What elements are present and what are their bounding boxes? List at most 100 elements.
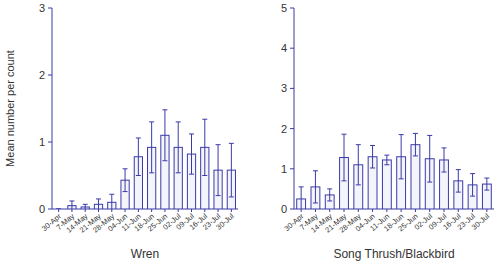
error-line <box>372 145 373 168</box>
error-cap <box>229 143 234 144</box>
x-tick <box>71 209 72 212</box>
error-line <box>472 174 473 197</box>
x-tick <box>401 209 402 212</box>
y-tick <box>48 142 52 143</box>
error-bar <box>342 134 347 181</box>
error-bar <box>136 138 141 176</box>
error-line <box>98 199 99 209</box>
y-tick <box>290 128 294 129</box>
error-cap <box>202 175 207 176</box>
x-tick <box>111 209 112 212</box>
error-bar <box>413 133 418 156</box>
error-cap <box>69 200 74 201</box>
y-tick <box>290 209 294 210</box>
error-cap <box>229 196 234 197</box>
error-cap <box>149 121 154 122</box>
panel: 012330-Apr7-May14-May21-May28-May04-Jun1… <box>4 2 238 261</box>
error-cap <box>149 172 154 173</box>
x-tick <box>429 209 430 212</box>
error-line <box>386 155 387 165</box>
x-tick <box>218 209 219 212</box>
x-tick <box>58 209 59 212</box>
x-axis <box>52 209 238 210</box>
error-cap <box>470 196 475 197</box>
error-line <box>85 204 86 209</box>
y-tick-label: 3 <box>281 82 287 94</box>
error-cap <box>313 202 318 203</box>
x-tick <box>85 209 86 212</box>
error-bar <box>56 209 61 210</box>
marks <box>297 133 492 209</box>
x-tick <box>315 209 316 212</box>
error-cap <box>370 145 375 146</box>
x-tick <box>372 209 373 212</box>
error-cap <box>442 172 447 173</box>
error-bar <box>370 145 375 168</box>
error-line <box>151 122 152 173</box>
error-bar <box>83 204 88 209</box>
error-cap <box>342 134 347 135</box>
bar <box>55 209 63 210</box>
x-tick <box>231 209 232 212</box>
y-tick-label: 1 <box>39 136 45 148</box>
y-tick <box>290 8 294 9</box>
error-cap <box>356 184 361 185</box>
y-axis-label: Mean number per count <box>4 50 16 167</box>
error-cap <box>109 194 114 195</box>
error-cap <box>399 134 404 135</box>
error-bar <box>356 145 361 185</box>
error-cap <box>399 178 404 179</box>
error-cap <box>484 178 489 179</box>
x-tick <box>386 209 387 212</box>
error-line <box>138 138 139 176</box>
error-line <box>125 169 126 192</box>
error-cap <box>342 180 347 181</box>
error-cap <box>216 195 221 196</box>
error-line <box>231 143 232 197</box>
x-tick <box>329 209 330 212</box>
x-tick <box>344 209 345 212</box>
error-cap <box>136 137 141 138</box>
y-tick-label: 3 <box>39 2 45 14</box>
figure: 012330-Apr7-May14-May21-May28-May04-Jun1… <box>0 0 500 264</box>
error-bar <box>470 174 475 197</box>
error-cap <box>56 209 61 210</box>
error-cap <box>427 135 432 136</box>
error-bar <box>176 122 181 173</box>
error-line <box>344 134 345 181</box>
error-cap <box>299 186 304 187</box>
error-line <box>329 189 330 201</box>
error-line <box>178 122 179 173</box>
y-tick <box>290 48 294 49</box>
error-cap <box>313 170 318 171</box>
error-bar <box>327 189 332 201</box>
x-tick <box>444 209 445 212</box>
x-tick <box>486 209 487 212</box>
x-tick <box>415 209 416 212</box>
error-bar <box>229 143 234 197</box>
error-line <box>301 187 302 209</box>
error-cap <box>176 172 181 173</box>
error-cap <box>356 144 361 145</box>
error-cap <box>442 147 447 148</box>
y-axis <box>294 8 295 209</box>
error-line <box>315 171 316 203</box>
error-cap <box>123 168 128 169</box>
error-line <box>358 145 359 185</box>
error-cap <box>202 119 207 120</box>
error-cap <box>384 155 389 156</box>
error-line <box>191 134 192 174</box>
y-tick-label: 0 <box>281 203 287 215</box>
x-tick <box>458 209 459 212</box>
error-bar <box>96 199 101 209</box>
y-tick-label: 2 <box>39 69 45 81</box>
error-line <box>415 133 416 156</box>
y-tick <box>290 88 294 89</box>
y-tick-label: 2 <box>281 123 287 135</box>
error-bar <box>189 134 194 174</box>
error-bar <box>442 148 447 172</box>
error-cap <box>83 204 88 205</box>
error-cap <box>484 190 489 191</box>
error-bar <box>162 110 167 161</box>
error-bar <box>313 171 318 203</box>
